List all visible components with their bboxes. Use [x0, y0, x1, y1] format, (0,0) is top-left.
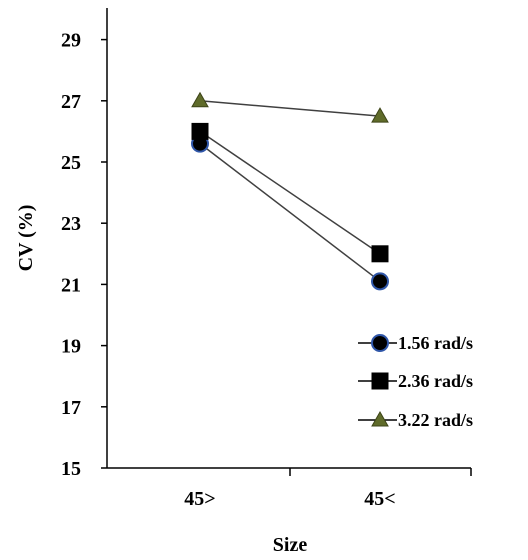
x-tick-label: 45<	[364, 488, 395, 510]
data-point-series-3	[191, 91, 209, 108]
legend-marker	[371, 334, 389, 352]
data-point-series-2	[191, 122, 209, 140]
legend: 1.56 rad/s 2.36 rad/s 3.22 rad/s	[358, 333, 473, 430]
data-point-series-2	[371, 245, 389, 263]
y-tick-label: 21	[61, 274, 81, 296]
series-line-1	[199, 143, 381, 282]
series-markers	[191, 91, 389, 291]
legend-marker	[371, 372, 389, 390]
axes	[106, 8, 471, 469]
series-line-3	[199, 100, 381, 117]
x-ticks: 45> 45<	[184, 468, 472, 510]
legend-marker	[371, 410, 389, 427]
y-tick-label: 29	[61, 30, 81, 52]
series-line-2	[199, 130, 381, 255]
y-tick-label: 23	[61, 213, 81, 235]
y-tick-label: 17	[61, 397, 81, 419]
y-ticks: 15 17 19 21 23 25 27 29	[61, 30, 107, 480]
y-tick-label: 25	[61, 152, 81, 174]
data-point-series-1	[371, 272, 389, 291]
y-tick-label: 19	[61, 336, 81, 358]
x-axis-title: Size	[273, 534, 308, 556]
y-axis-title: CV (%)	[15, 205, 37, 272]
legend-label: 2.36 rad/s	[398, 371, 473, 391]
y-tick-label: 15	[61, 458, 81, 480]
x-tick-label: 45>	[184, 488, 215, 510]
data-point-series-3	[371, 107, 389, 123]
series-lines	[199, 100, 381, 282]
y-tick-label: 27	[61, 91, 81, 113]
legend-label: 3.22 rad/s	[398, 410, 473, 430]
legend-label: 1.56 rad/s	[398, 333, 473, 353]
